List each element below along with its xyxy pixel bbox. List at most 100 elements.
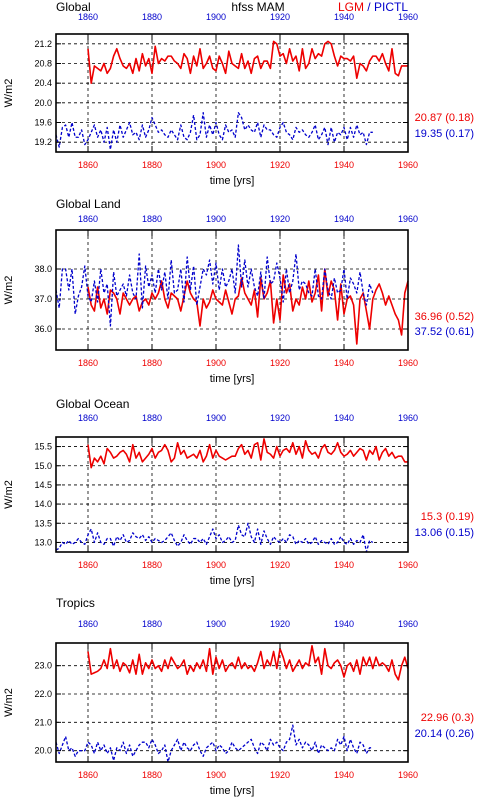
panel-title: Tropics xyxy=(56,596,95,610)
y-tick-label: 20.8 xyxy=(34,59,52,69)
x-axis-label: time [yrs] xyxy=(210,785,255,797)
x-tick-label-lgm: 1900 xyxy=(206,560,226,570)
stat-pictl: 19.35 (0.17) xyxy=(415,128,474,140)
x-tick-label-pictl: 1880 xyxy=(142,619,162,629)
figure-region-title: Global xyxy=(56,0,91,14)
figure-center-title: hfss MAM xyxy=(231,0,284,14)
series-line-lgm xyxy=(87,645,409,681)
y-tick-label: 13.5 xyxy=(34,518,52,528)
x-tick-label-lgm: 1920 xyxy=(270,358,290,368)
y-tick-label: 37.0 xyxy=(34,294,52,304)
y-tick-label: 23.0 xyxy=(34,661,52,671)
series-line-lgm xyxy=(87,438,408,469)
x-tick-label-lgm: 1960 xyxy=(398,560,418,570)
series-line-pictl xyxy=(55,112,373,151)
x-tick-label-lgm: 1940 xyxy=(334,560,354,570)
y-tick-label: 19.6 xyxy=(34,118,52,128)
stat-pictl: 13.06 (0.15) xyxy=(415,527,474,539)
stat-lgm: 20.87 (0.18) xyxy=(415,112,474,124)
y-tick-label: 20.0 xyxy=(34,98,52,108)
y-tick-label: 38.0 xyxy=(34,264,52,274)
stat-pictl: 20.14 (0.26) xyxy=(415,728,474,740)
y-tick-label: 15.0 xyxy=(34,461,52,471)
x-axis-label: time [yrs] xyxy=(210,175,255,187)
x-tick-label-pictl: 1900 xyxy=(206,214,226,224)
x-tick-label-pictl: 1900 xyxy=(206,619,226,629)
x-tick-label-lgm: 1860 xyxy=(78,560,98,570)
x-tick-label-lgm: 1860 xyxy=(78,160,98,170)
y-tick-label: 14.0 xyxy=(34,499,52,509)
x-tick-label-lgm: 1960 xyxy=(398,358,418,368)
chart-panel-2: Global Land 36.0 37.0 38.0 1860 1860 1880 1880 1… xyxy=(3,197,474,385)
x-tick-label-pictl: 1960 xyxy=(398,12,418,22)
plot-frame xyxy=(55,436,409,553)
x-tick-label-lgm: 1900 xyxy=(206,770,226,780)
chart-panel-1: 19.2 19.6 20.0 20.4 20.8 21.2 1860 1860 1880 1880… xyxy=(3,12,474,187)
x-tick-label-pictl: 1860 xyxy=(78,619,98,629)
x-tick-label-pictl: 1960 xyxy=(398,619,418,629)
x-tick-label-pictl: 1940 xyxy=(334,12,354,22)
x-tick-label-pictl: 1900 xyxy=(206,413,226,423)
x-tick-label-lgm: 1920 xyxy=(270,770,290,780)
x-tick-label-pictl: 1920 xyxy=(270,12,290,22)
series-line-pictl xyxy=(55,522,374,553)
x-tick-label-pictl: 1920 xyxy=(270,413,290,423)
panel-title: Global Land xyxy=(56,197,121,211)
x-tick-label-pictl: 1940 xyxy=(334,214,354,224)
y-tick-label: 36.0 xyxy=(34,324,52,334)
panels-group: 19.2 19.6 20.0 20.4 20.8 21.2 1860 1860 1880 1880… xyxy=(3,12,474,797)
x-tick-label-pictl: 1860 xyxy=(78,214,98,224)
x-tick-label-lgm: 1960 xyxy=(398,770,418,780)
y-tick-label: 21.0 xyxy=(34,717,52,727)
y-tick-label: 20.4 xyxy=(34,78,52,88)
series-line-pictl xyxy=(55,724,373,763)
x-tick-label-lgm: 1940 xyxy=(334,358,354,368)
legend-separator: / xyxy=(364,0,374,14)
x-axis-label: time [yrs] xyxy=(210,373,255,385)
x-tick-label-lgm: 1920 xyxy=(270,160,290,170)
y-axis-label: W/m2 xyxy=(3,79,15,108)
x-tick-label-lgm: 1860 xyxy=(78,770,98,780)
y-tick-label: 22.0 xyxy=(34,689,52,699)
panel-title: Global Ocean xyxy=(56,397,129,411)
x-tick-label-pictl: 1960 xyxy=(398,214,418,224)
y-tick-label: 15.5 xyxy=(34,442,52,452)
x-tick-label-pictl: 1920 xyxy=(270,214,290,224)
x-tick-label-pictl: 1920 xyxy=(270,619,290,629)
plot-frame xyxy=(55,229,409,351)
stat-lgm: 36.96 (0.52) xyxy=(415,311,474,323)
y-tick-label: 14.5 xyxy=(34,480,52,490)
figure-legend: LGM / PICTL xyxy=(338,0,408,14)
y-axis-label: W/m2 xyxy=(3,688,15,717)
x-axis-label: time [yrs] xyxy=(210,575,255,587)
x-tick-label-lgm: 1880 xyxy=(142,560,162,570)
x-tick-label-pictl: 1900 xyxy=(206,12,226,22)
x-tick-label-lgm: 1940 xyxy=(334,160,354,170)
series-line-pictl xyxy=(55,244,374,327)
x-tick-label-pictl: 1940 xyxy=(334,413,354,423)
x-tick-label-pictl: 1880 xyxy=(142,12,162,22)
x-tick-label-pictl: 1940 xyxy=(334,619,354,629)
x-tick-label-lgm: 1880 xyxy=(142,770,162,780)
x-tick-label-lgm: 1860 xyxy=(78,358,98,368)
x-tick-label-lgm: 1880 xyxy=(142,160,162,170)
y-tick-label: 20.0 xyxy=(34,746,52,756)
y-tick-label: 21.2 xyxy=(34,39,52,49)
x-tick-label-lgm: 1900 xyxy=(206,160,226,170)
x-tick-label-lgm: 1880 xyxy=(142,358,162,368)
plot-frame xyxy=(55,642,409,763)
legend-lgm: LGM xyxy=(338,0,364,14)
x-tick-label-lgm: 1920 xyxy=(270,560,290,570)
x-tick-label-lgm: 1960 xyxy=(398,160,418,170)
y-axis-label: W/m2 xyxy=(3,276,15,305)
x-tick-label-pictl: 1960 xyxy=(398,413,418,423)
y-tick-label: 19.2 xyxy=(34,137,52,147)
y-tick-label: 13.0 xyxy=(34,537,52,547)
series-line-lgm xyxy=(87,40,408,84)
series-line-lgm xyxy=(87,268,409,345)
x-tick-label-pictl: 1860 xyxy=(78,413,98,423)
x-tick-label-lgm: 1900 xyxy=(206,358,226,368)
x-tick-label-pictl: 1880 xyxy=(142,214,162,224)
stat-pictl: 37.52 (0.61) xyxy=(415,326,474,338)
y-axis-label: W/m2 xyxy=(3,480,15,509)
